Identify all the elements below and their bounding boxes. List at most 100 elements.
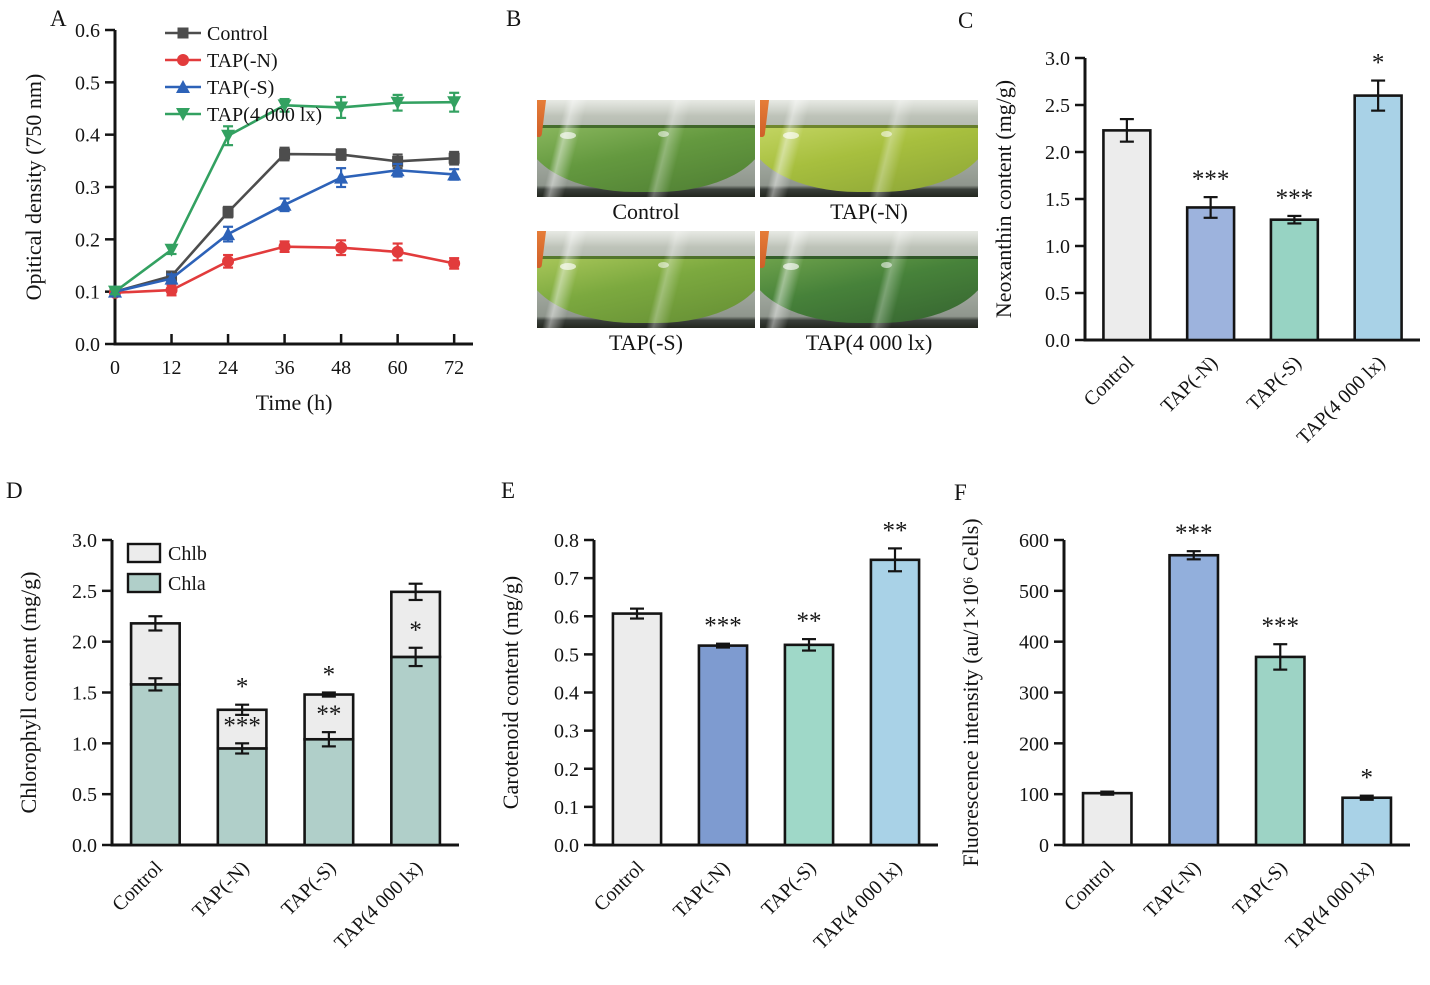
svg-text:60: 60 bbox=[388, 357, 408, 379]
flask-caption: TAP(4 000 lx) bbox=[805, 330, 933, 355]
svg-text:***: *** bbox=[1175, 520, 1213, 547]
svg-text:0.0: 0.0 bbox=[75, 334, 100, 356]
svg-text:TAP(4 000 lx): TAP(4 000 lx) bbox=[810, 857, 907, 954]
svg-text:0.5: 0.5 bbox=[554, 644, 579, 666]
svg-text:1.5: 1.5 bbox=[72, 683, 97, 705]
svg-text:0.5: 0.5 bbox=[75, 72, 100, 94]
panel-label-d: D bbox=[6, 478, 23, 503]
glass-rim-highlight bbox=[537, 231, 755, 247]
svg-text:TAP(-N): TAP(-N) bbox=[1140, 857, 1205, 922]
svg-text:**: ** bbox=[316, 701, 341, 728]
flask-photo bbox=[537, 231, 755, 328]
svg-text:12: 12 bbox=[162, 357, 182, 379]
svg-text:0.1: 0.1 bbox=[554, 797, 579, 819]
svg-text:Neoxanthin content (mg/g): Neoxanthin content (mg/g) bbox=[991, 80, 1016, 318]
flask-photo-cell-tap-s: TAP(-S) bbox=[537, 231, 755, 358]
panel-f-fluorescence-bar-chart: 0 100 200 300 400 500 600 Fluorescence intensit… bbox=[952, 478, 1424, 985]
panel-a-growth-line-chart: 0.0 0.1 0.2 0.3 0.4 0.5 0.6 Opitical density (7… bbox=[15, 0, 493, 433]
svg-text:***: *** bbox=[1276, 185, 1314, 212]
flask-caption: Control bbox=[612, 199, 680, 224]
svg-text:2.0: 2.0 bbox=[72, 632, 97, 654]
svg-text:3.0: 3.0 bbox=[1045, 48, 1070, 70]
svg-text:***: *** bbox=[1262, 613, 1300, 640]
svg-text:Opitical density (750 nm): Opitical density (750 nm) bbox=[21, 74, 46, 301]
svg-text:2.5: 2.5 bbox=[1045, 95, 1070, 117]
svg-text:300: 300 bbox=[1019, 683, 1049, 705]
svg-text:TAP(4 000 lx): TAP(4 000 lx) bbox=[330, 857, 427, 954]
flask-cap-reflection bbox=[537, 231, 547, 269]
svg-text:Chlb: Chlb bbox=[168, 543, 207, 565]
svg-text:72: 72 bbox=[444, 357, 464, 379]
svg-text:200: 200 bbox=[1019, 733, 1049, 755]
culture-liquid bbox=[537, 125, 755, 193]
svg-text:Chlorophyll content (mg/g): Chlorophyll content (mg/g) bbox=[16, 572, 41, 814]
svg-text:Control: Control bbox=[207, 23, 269, 45]
flask-cap-reflection bbox=[760, 231, 770, 269]
panel-b-flask-photos: Control TAP(-N) TAP(-S) TAP(4 bbox=[537, 100, 979, 358]
flask-photo-cell-tap-4000lx: TAP(4 000 lx) bbox=[760, 231, 978, 358]
panel-label-f: F bbox=[954, 480, 967, 505]
svg-text:400: 400 bbox=[1019, 632, 1049, 654]
glass-rim-highlight bbox=[760, 231, 978, 247]
flask-photo-cell-tap-n: TAP(-N) bbox=[760, 100, 978, 227]
svg-text:0.1: 0.1 bbox=[75, 282, 100, 304]
svg-text:2.5: 2.5 bbox=[72, 581, 97, 603]
svg-text:TAP(-S): TAP(-S) bbox=[1243, 352, 1306, 415]
svg-text:TAP(-S): TAP(-S) bbox=[277, 857, 340, 920]
svg-text:0.6: 0.6 bbox=[75, 20, 100, 42]
svg-text:1.0: 1.0 bbox=[72, 733, 97, 755]
flask-photo bbox=[760, 231, 978, 328]
flask-photo bbox=[537, 100, 755, 197]
flask-caption: TAP(-N) bbox=[830, 199, 908, 224]
svg-text:1.0: 1.0 bbox=[1045, 236, 1070, 258]
svg-text:TAP(-N): TAP(-N) bbox=[188, 857, 253, 922]
svg-text:***: *** bbox=[223, 712, 261, 739]
panel-label-c: C bbox=[958, 8, 974, 33]
panel-label-b: B bbox=[506, 6, 522, 31]
svg-text:0: 0 bbox=[1039, 835, 1049, 857]
svg-text:36: 36 bbox=[275, 357, 295, 379]
culture-liquid bbox=[760, 125, 978, 193]
svg-text:***: *** bbox=[704, 613, 742, 640]
svg-text:*: * bbox=[1372, 50, 1385, 77]
svg-text:*: * bbox=[236, 674, 249, 701]
panel-c-neoxanthin-bar-chart: 0.0 0.5 1.0 1.5 2.0 2.5 3.0 Neoxanthin content … bbox=[985, 0, 1430, 475]
svg-text:Chla: Chla bbox=[168, 573, 206, 595]
svg-text:1.5: 1.5 bbox=[1045, 189, 1070, 211]
panel-label-e: E bbox=[501, 478, 516, 503]
svg-text:0.6: 0.6 bbox=[554, 606, 579, 628]
culture-liquid bbox=[760, 256, 978, 324]
svg-text:*: * bbox=[409, 617, 422, 644]
svg-text:Control: Control bbox=[108, 857, 167, 916]
svg-text:Control: Control bbox=[1060, 857, 1119, 916]
svg-text:*: * bbox=[1361, 765, 1374, 792]
panel-e-carotenoid-bar-chart: 0.0 0.1 0.2 0.3 0.4 0.5 0.6 0.7 0.8 Carotenoid co… bbox=[492, 478, 954, 985]
flask-caption: TAP(-S) bbox=[608, 330, 683, 355]
svg-text:0.0: 0.0 bbox=[554, 835, 579, 857]
svg-text:Control: Control bbox=[590, 857, 649, 916]
svg-text:0.4: 0.4 bbox=[75, 125, 100, 147]
svg-text:TAP(-N): TAP(-N) bbox=[669, 857, 734, 922]
svg-text:0.3: 0.3 bbox=[554, 721, 579, 743]
svg-text:**: ** bbox=[797, 608, 822, 635]
glass-rim-highlight bbox=[537, 100, 755, 116]
svg-text:24: 24 bbox=[218, 357, 238, 379]
flask-cap-reflection bbox=[760, 100, 770, 138]
svg-text:TAP(-S): TAP(-S) bbox=[1229, 857, 1292, 920]
svg-text:TAP(4 000 lx): TAP(4 000 lx) bbox=[1293, 352, 1390, 449]
svg-text:TAP(-N): TAP(-N) bbox=[207, 50, 278, 72]
svg-text:*: * bbox=[323, 662, 336, 689]
culture-liquid bbox=[537, 256, 755, 324]
svg-text:2.0: 2.0 bbox=[1045, 142, 1070, 164]
svg-text:100: 100 bbox=[1019, 784, 1049, 806]
svg-text:0.7: 0.7 bbox=[554, 568, 579, 590]
svg-text:48: 48 bbox=[331, 357, 351, 379]
panel-d-chlorophyll-stacked-bar-chart: 0.0 0.5 1.0 1.5 2.0 2.5 3.0 Chlorophyll content… bbox=[8, 478, 473, 985]
svg-text:600: 600 bbox=[1019, 530, 1049, 552]
svg-text:0.0: 0.0 bbox=[1045, 330, 1070, 352]
svg-text:TAP(-S): TAP(-S) bbox=[207, 77, 274, 99]
svg-text:0.0: 0.0 bbox=[72, 835, 97, 857]
flask-photo bbox=[760, 100, 978, 197]
svg-text:Time (h): Time (h) bbox=[256, 390, 333, 415]
